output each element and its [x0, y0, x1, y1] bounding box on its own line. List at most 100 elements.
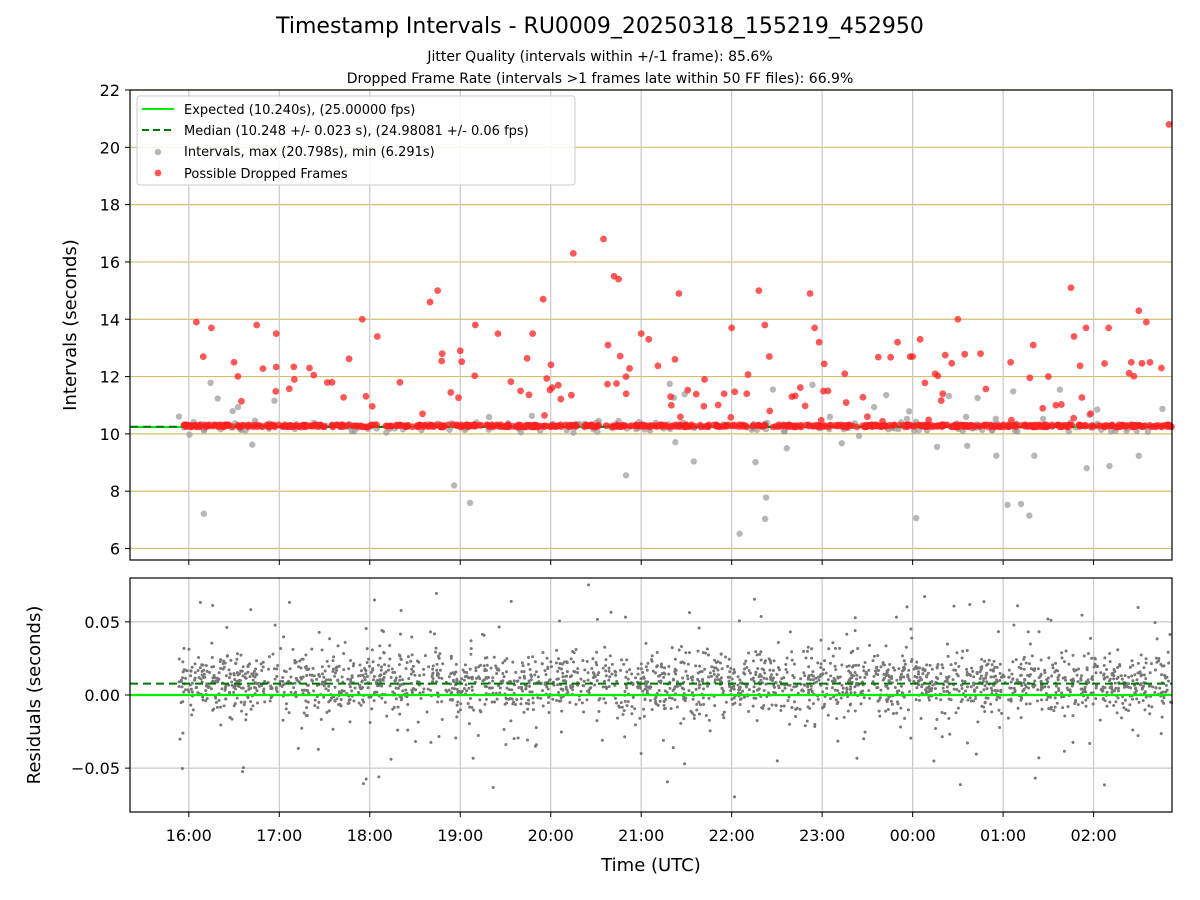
residual-point: [586, 689, 590, 693]
residual-point: [505, 701, 509, 705]
residual-point: [261, 660, 265, 664]
residual-point: [399, 658, 403, 662]
residual-point: [578, 698, 582, 702]
residual-point: [808, 698, 812, 702]
residual-point: [762, 703, 766, 707]
residual-point: [690, 678, 694, 682]
residual-point: [744, 659, 748, 663]
residual-point: [654, 695, 658, 699]
residual-point: [1105, 675, 1109, 679]
residual-point: [431, 671, 435, 675]
residual-point: [200, 673, 204, 677]
residual-point: [675, 705, 679, 709]
residual-point: [738, 703, 742, 707]
residual-point: [556, 683, 560, 687]
dropped-point: [1042, 421, 1050, 429]
dropped-point: [845, 421, 853, 429]
residual-point: [971, 669, 975, 673]
residual-point: [982, 688, 986, 692]
residual-point: [832, 676, 836, 680]
residual-point: [298, 659, 302, 663]
residual-point: [337, 664, 341, 668]
residual-point: [697, 626, 701, 630]
dropped-point: [824, 387, 832, 395]
residual-point: [933, 687, 937, 691]
residual-point: [181, 731, 185, 735]
residual-point: [930, 667, 934, 671]
residual-point: [456, 700, 460, 704]
residual-point: [1091, 678, 1095, 682]
residual-point: [527, 702, 531, 706]
residual-point: [721, 713, 725, 717]
residual-point: [972, 699, 976, 703]
residual-point: [921, 672, 925, 676]
dropped-point: [982, 385, 990, 393]
residual-point: [732, 687, 736, 691]
residual-point: [902, 675, 906, 679]
residual-point: [543, 669, 547, 673]
residual-point: [470, 705, 474, 709]
residual-point: [731, 702, 735, 706]
residual-point: [620, 705, 624, 709]
residual-point: [989, 675, 993, 679]
residual-point: [1091, 691, 1095, 695]
residual-point: [990, 689, 994, 693]
residual-point: [242, 703, 246, 707]
residual-point: [181, 676, 185, 680]
dropped-point: [766, 407, 774, 415]
residual-point: [839, 696, 843, 700]
residual-point: [964, 689, 968, 693]
residual-point: [391, 707, 395, 711]
residual-point: [993, 688, 997, 692]
interval-point: [783, 445, 790, 452]
residual-point: [724, 655, 728, 659]
dropped-point: [622, 373, 630, 381]
dropped-point: [1101, 360, 1108, 367]
residual-point: [1126, 709, 1130, 713]
residual-point: [947, 717, 951, 721]
residual-point: [353, 686, 357, 690]
residual-point: [1051, 663, 1055, 667]
residual-point: [180, 685, 184, 689]
dropped-point: [801, 402, 809, 410]
residual-point: [943, 679, 947, 683]
residual-point: [325, 710, 329, 714]
residual-point: [429, 688, 433, 692]
residual-point: [281, 679, 285, 683]
dropped-point: [569, 249, 577, 257]
residual-point: [482, 633, 486, 637]
interval-point: [446, 426, 453, 433]
residual-point: [549, 665, 553, 669]
residual-point: [232, 704, 236, 708]
residual-point: [177, 684, 181, 688]
residual-point: [190, 665, 194, 669]
residual-point: [879, 665, 883, 669]
residual-point: [1114, 700, 1118, 704]
residual-point: [388, 684, 392, 688]
dropped-point: [1026, 374, 1034, 382]
residual-point: [961, 649, 965, 653]
ytick-label: 0.00: [84, 686, 120, 705]
residual-point: [948, 732, 952, 736]
dropped-point: [731, 388, 739, 396]
residual-point: [549, 660, 553, 664]
residual-point: [259, 662, 263, 666]
residual-point: [1108, 660, 1112, 664]
residual-point: [849, 685, 853, 689]
residual-point: [375, 690, 379, 694]
residual-point: [1135, 697, 1139, 701]
dropped-point: [477, 421, 485, 429]
residual-point: [450, 686, 454, 690]
interval-point: [913, 514, 920, 522]
residual-point: [1102, 664, 1106, 668]
residual-point: [576, 671, 580, 675]
residual-point: [451, 671, 455, 675]
dropped-point: [1008, 416, 1015, 424]
residual-point: [514, 703, 518, 707]
residual-point: [362, 700, 366, 704]
residual-point: [845, 665, 849, 669]
residual-point: [221, 662, 225, 666]
dropped-point: [221, 421, 229, 429]
residual-point: [574, 702, 578, 706]
